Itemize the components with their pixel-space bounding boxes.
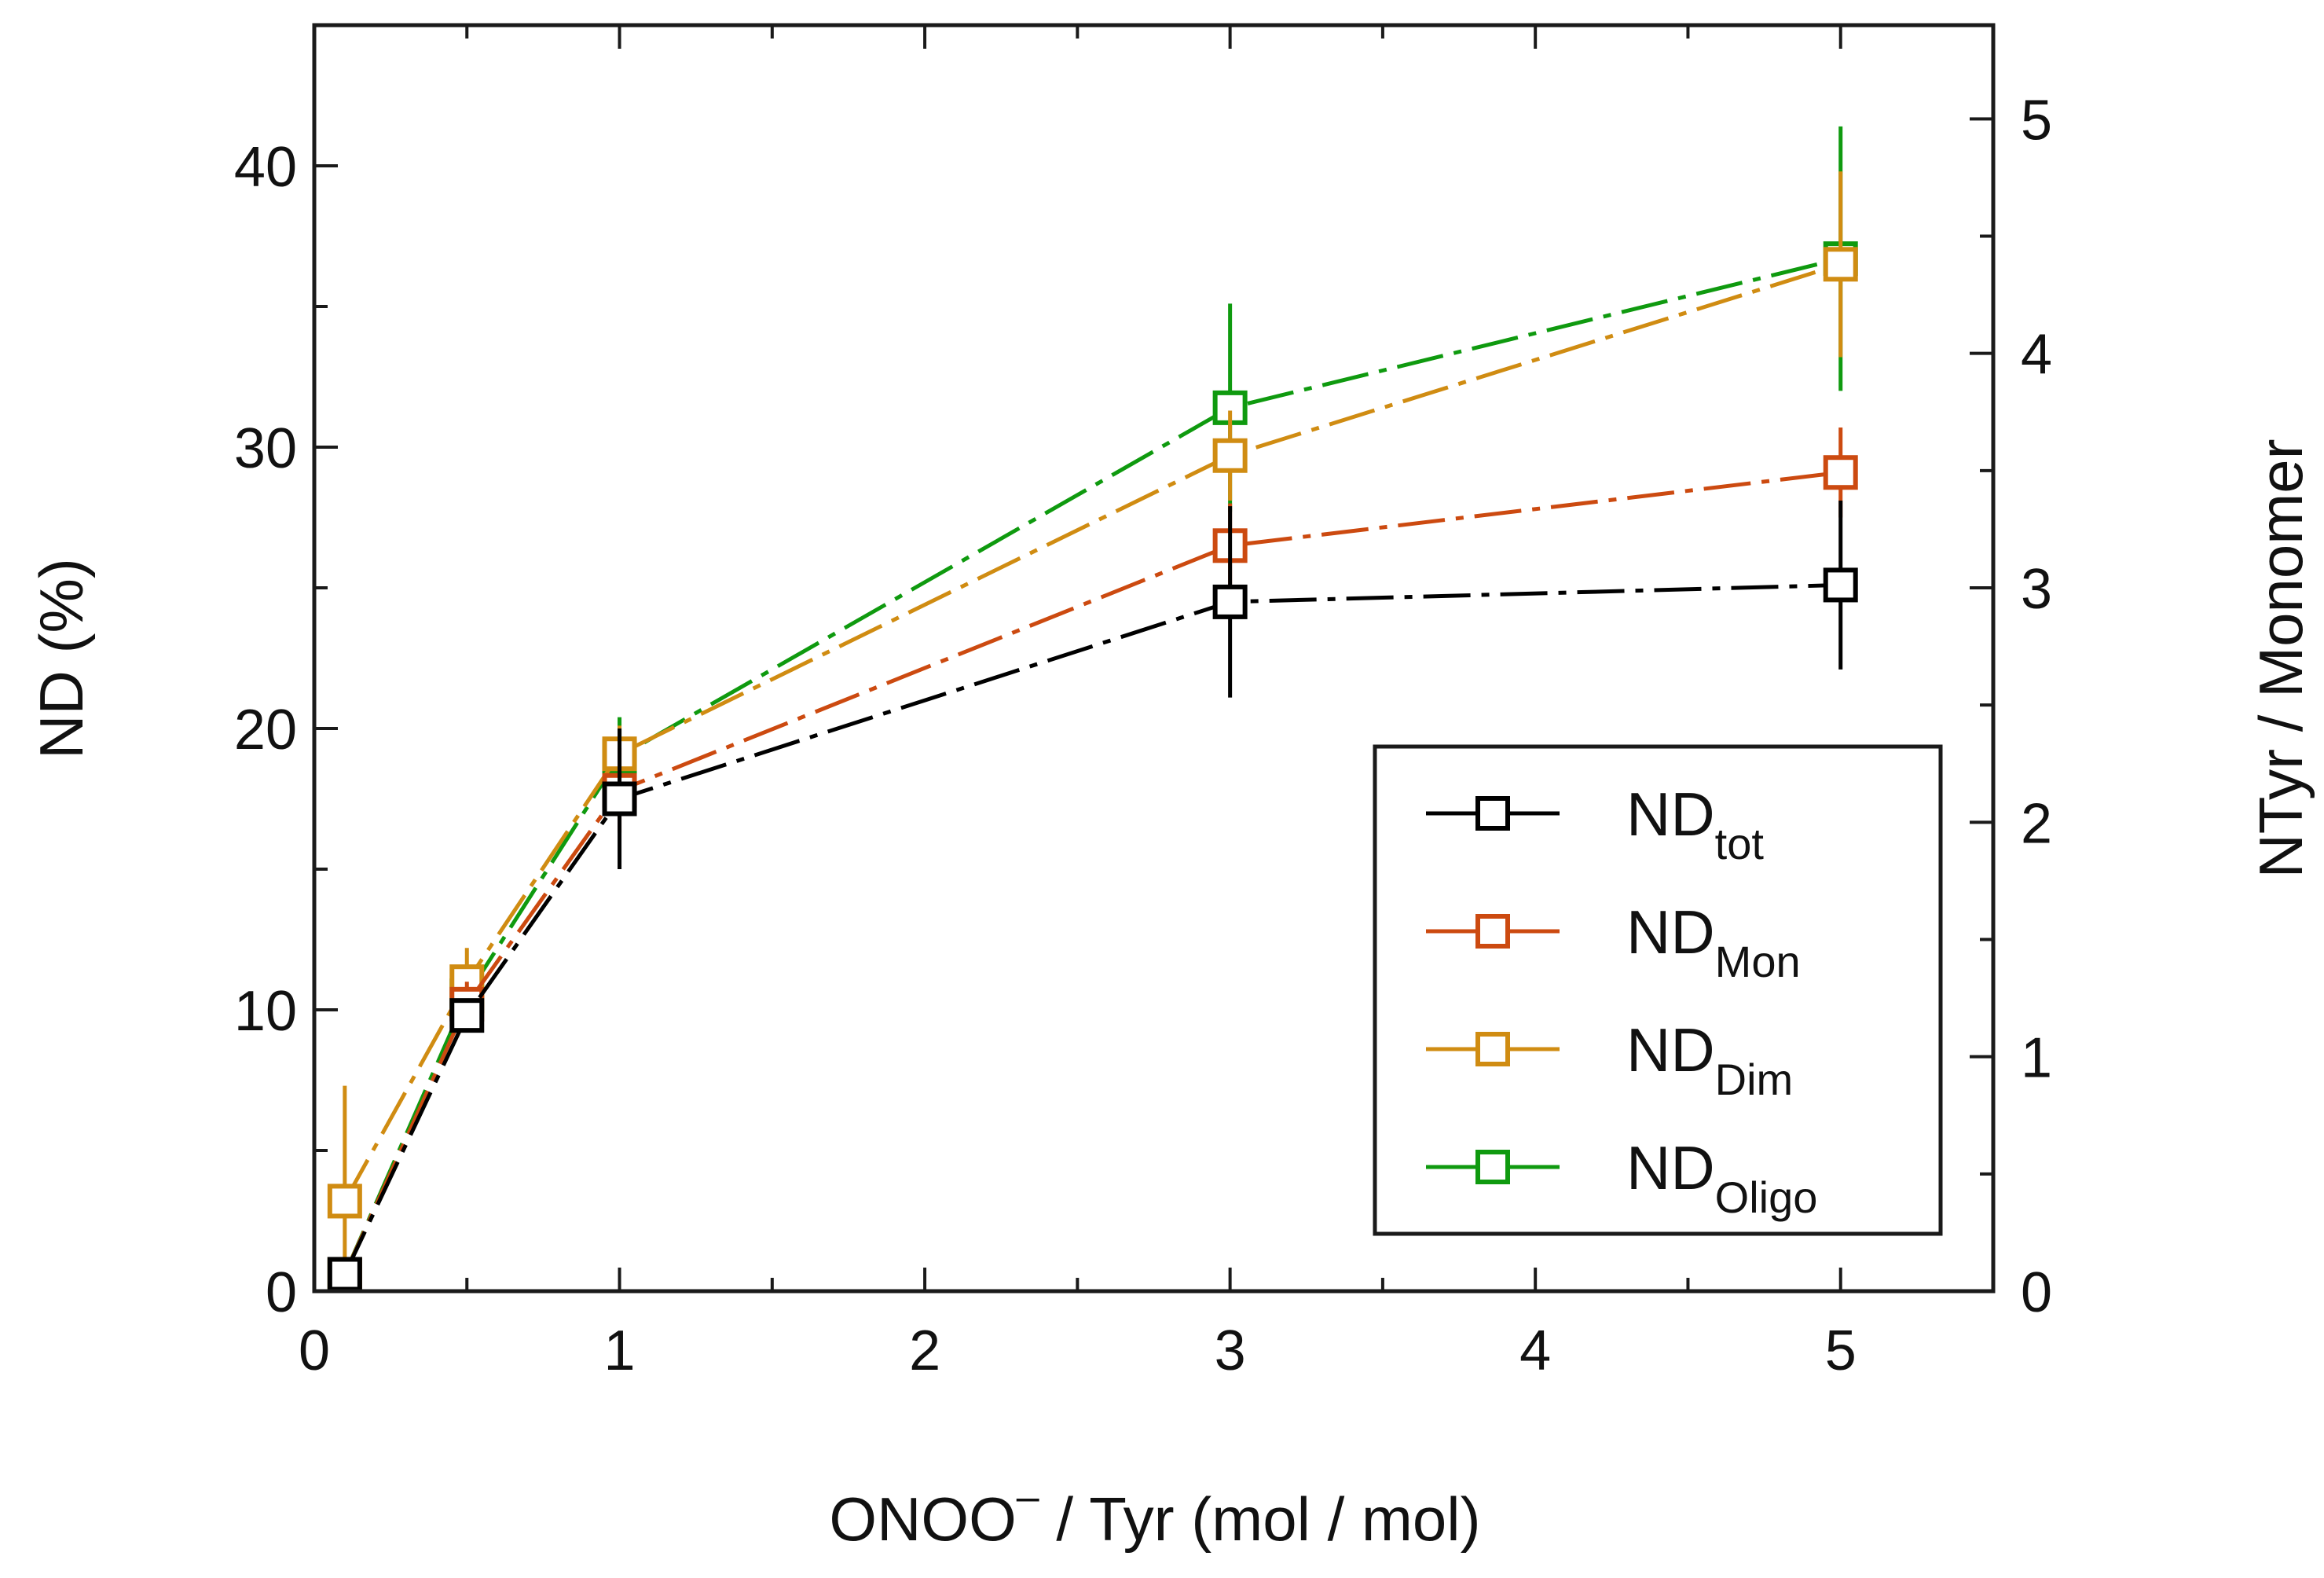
data-point — [327, 1257, 362, 1292]
x-axis-label-rest: / Tyr (mol / mol) — [1039, 1484, 1481, 1554]
y2-tick-label: 0 — [2021, 1261, 2052, 1324]
legend-label: NDMon — [1626, 897, 1801, 986]
legend-label-sub: Oligo — [1715, 1172, 1818, 1222]
series-tot — [327, 501, 1858, 1292]
y2-axis-label: NTyr / Monomer — [2246, 439, 2315, 878]
x-tick-label: 0 — [299, 1319, 330, 1382]
x-tick-label: 5 — [1825, 1319, 1857, 1382]
legend-marker — [1475, 1032, 1510, 1066]
y-tick-label: 30 — [234, 417, 297, 480]
y2-tick-label: 4 — [2021, 324, 2052, 387]
x-axis-label-sup: – — [1017, 1474, 1039, 1520]
legend-label-main: ND — [1626, 1133, 1715, 1202]
legend-marker — [1475, 914, 1510, 949]
legend-label-sub: tot — [1715, 819, 1765, 868]
legend-label: NDtot — [1626, 780, 1764, 868]
x-tick-label: 3 — [1215, 1319, 1246, 1382]
legend-marker — [1475, 1150, 1510, 1184]
data-point — [327, 1184, 362, 1219]
legend-label: NDDim — [1626, 1015, 1793, 1104]
legend-label: NDOligo — [1626, 1133, 1817, 1222]
legend-label-sub: Mon — [1715, 937, 1801, 986]
legend-box — [1373, 744, 1943, 1236]
plot-frame — [312, 23, 1996, 1294]
legend-label-main: ND — [1626, 897, 1715, 967]
x-axis-label-main: ONOO — [829, 1484, 1016, 1554]
y-tick-label: 40 — [234, 136, 297, 199]
x-tick-label: 1 — [604, 1319, 636, 1382]
y-tick-label: 10 — [234, 980, 297, 1043]
y2-tick-label: 2 — [2021, 792, 2052, 855]
legend-label-main: ND — [1626, 1015, 1715, 1084]
series-line — [343, 256, 1842, 1275]
y2-tick-label: 3 — [2021, 558, 2052, 621]
x-tick-label: 2 — [909, 1319, 940, 1382]
y2-tick-label: 1 — [2021, 1027, 2052, 1090]
series-layer — [327, 126, 1858, 1292]
y-tick-label: 0 — [266, 1261, 297, 1324]
legend-label-sub: Dim — [1715, 1055, 1794, 1104]
x-axis-label: ONOO– / Tyr (mol / mol) — [829, 1474, 1480, 1554]
data-point — [1823, 567, 1858, 603]
y-tick-label: 20 — [234, 699, 297, 761]
legend-marker — [1475, 796, 1510, 831]
data-point — [1212, 584, 1248, 619]
data-point — [449, 998, 485, 1033]
legend-label-main: ND — [1626, 780, 1715, 849]
x-tick-label: 4 — [1519, 1319, 1551, 1382]
y2-tick-label: 5 — [2021, 89, 2052, 152]
data-point — [1823, 455, 1858, 490]
data-point — [602, 781, 637, 817]
data-point — [1212, 438, 1248, 473]
y-axis-label: ND (%) — [27, 558, 96, 759]
data-point — [1823, 247, 1858, 282]
